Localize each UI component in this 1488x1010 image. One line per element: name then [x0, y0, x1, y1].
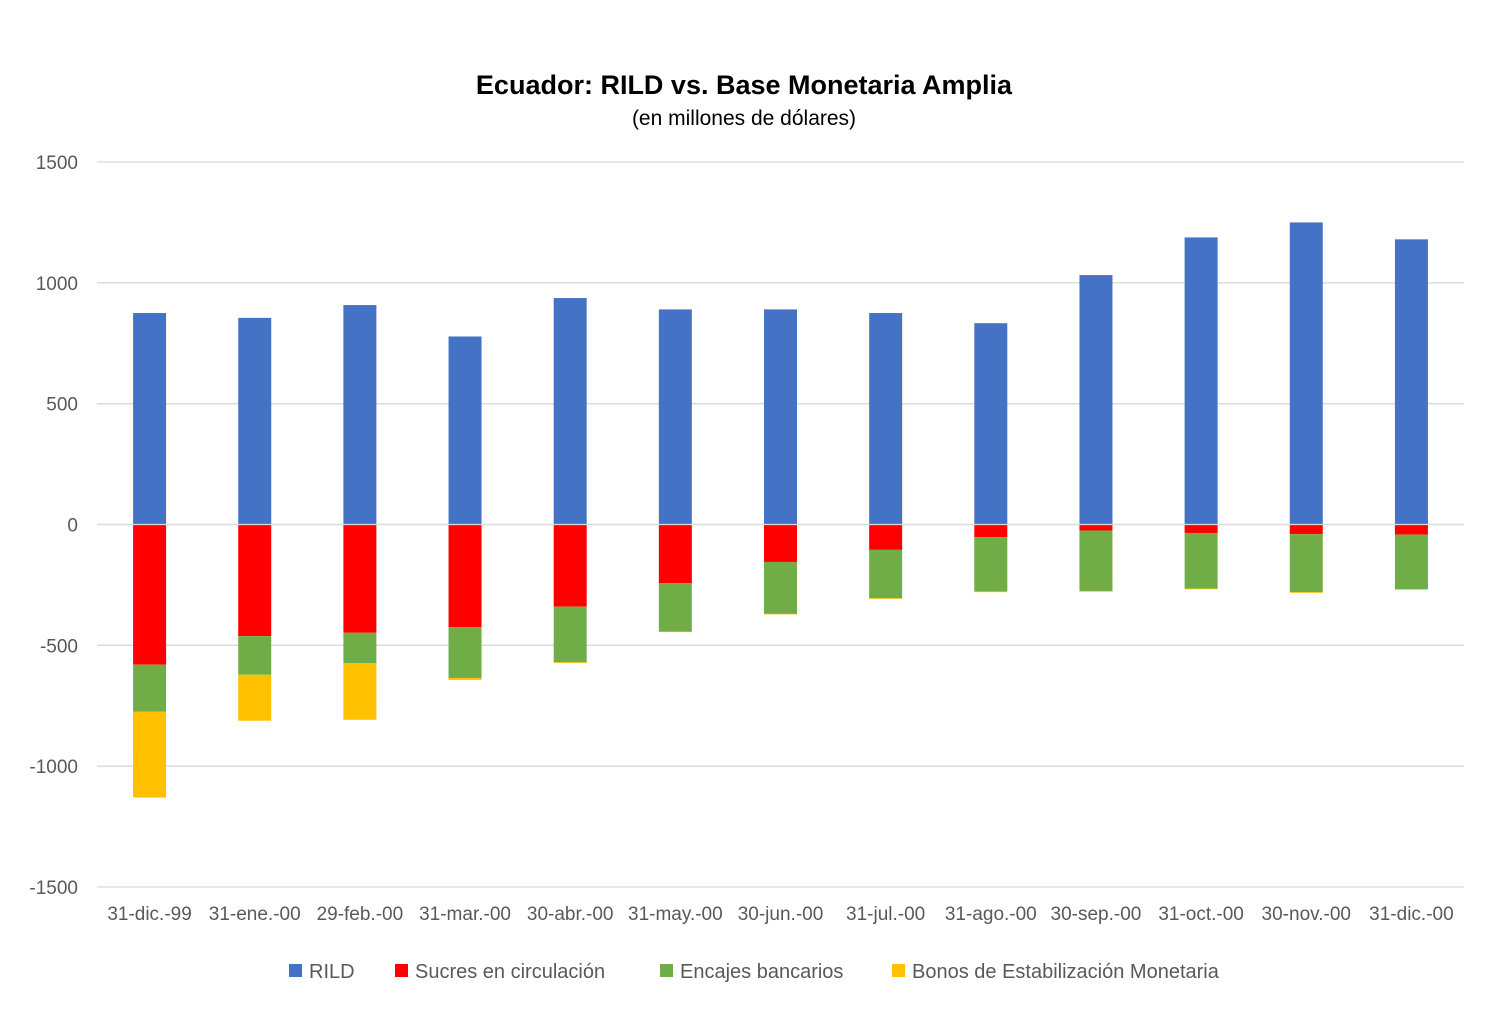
bar-segment — [1394, 534, 1428, 590]
x-tick-label: 31-jul.-00 — [846, 904, 925, 925]
y-tick-label: 1500 — [36, 153, 78, 174]
legend-swatch — [660, 964, 673, 977]
legend-swatch — [395, 964, 408, 977]
bar-segment — [1394, 524, 1428, 535]
bar-segment — [238, 636, 272, 675]
x-tick-label: 31-mar.-00 — [419, 904, 511, 925]
x-tick-label: 30-abr.-00 — [527, 904, 614, 925]
y-tick-label: -1000 — [29, 757, 78, 778]
bar-segment — [553, 298, 587, 525]
bar-segment — [1184, 588, 1218, 590]
bar-segment — [1289, 524, 1323, 535]
bar-segment — [553, 524, 587, 607]
y-tick-label: 0 — [67, 516, 78, 537]
bar-segment — [974, 537, 1008, 592]
bar-segment — [974, 591, 1008, 593]
y-tick-label: 500 — [46, 395, 78, 416]
x-tick-label: 31-dic.-99 — [107, 904, 192, 925]
bar-segment — [1394, 239, 1428, 525]
bar-segment — [133, 664, 167, 712]
bar-segment — [1184, 237, 1218, 525]
x-tick-label: 31-ene.-00 — [209, 904, 301, 925]
bar-segment — [448, 336, 482, 525]
bar-segment — [448, 677, 482, 680]
legend-swatch — [892, 964, 905, 977]
bar-segment — [869, 524, 903, 550]
chart-title: Ecuador: RILD vs. Base Monetaria Amplia — [475, 70, 1013, 100]
bar-segment — [764, 524, 797, 562]
bar-segment — [1394, 589, 1428, 590]
bar-segment — [238, 674, 272, 721]
y-tick-label: -1500 — [29, 878, 78, 899]
bar-segment — [1289, 592, 1323, 593]
chart-subtitle: (en millones de dólares) — [631, 107, 857, 130]
bar-segment — [1079, 530, 1113, 591]
legend-swatch — [289, 964, 302, 977]
x-tick-label: 30-sep.-00 — [1051, 904, 1142, 925]
x-tick-label: 31-dic.-00 — [1369, 904, 1454, 925]
bar-segment — [553, 606, 587, 663]
bar-segment — [869, 598, 903, 599]
y-tick-label: -500 — [40, 636, 78, 657]
bar-segment — [869, 313, 903, 525]
bar-segment — [238, 524, 272, 637]
x-tick-label: 30-jun.-00 — [738, 904, 824, 925]
legend-label: Sucres en circulación — [415, 961, 605, 983]
bar-segment — [343, 305, 377, 525]
bar-segment — [133, 313, 167, 525]
legend-label: RILD — [309, 961, 355, 983]
bar-segment — [1289, 534, 1323, 593]
bar-segment — [658, 309, 692, 525]
bar-segment — [448, 627, 482, 678]
bar-segment — [764, 561, 797, 614]
bar-segment — [974, 524, 1008, 538]
bar-segment — [448, 524, 482, 628]
bar-segment — [343, 632, 377, 663]
bar-segment — [1184, 532, 1218, 589]
bar-segment — [658, 524, 692, 584]
x-tick-label: 31-oct.-00 — [1158, 904, 1244, 925]
x-tick-label: 31-may.-00 — [628, 904, 723, 925]
bar-segment — [133, 711, 167, 798]
legend-label: Encajes bancarios — [680, 961, 843, 983]
bar-segment — [974, 323, 1008, 525]
x-tick-label: 31-ago.-00 — [945, 904, 1037, 925]
bar-segment — [1079, 524, 1113, 531]
x-tick-label: 30-nov.-00 — [1262, 904, 1351, 925]
y-tick-label: 1000 — [36, 274, 78, 295]
bar-segment — [658, 583, 692, 632]
bar-segment — [869, 549, 903, 599]
bar-segment — [1079, 275, 1113, 525]
bar-segment — [1289, 222, 1323, 525]
bar-segment — [238, 317, 272, 525]
bar-segment — [553, 662, 587, 663]
x-tick-label: 29-feb.-00 — [317, 904, 404, 925]
bar-segment — [764, 309, 797, 525]
legend-label: Bonos de Estabilización Monetaria — [912, 961, 1220, 983]
bar-segment — [343, 662, 377, 720]
bar-segment — [343, 524, 377, 633]
bar-segment — [133, 524, 167, 665]
bar-segment — [1079, 590, 1113, 592]
bar-segment — [1184, 524, 1218, 533]
